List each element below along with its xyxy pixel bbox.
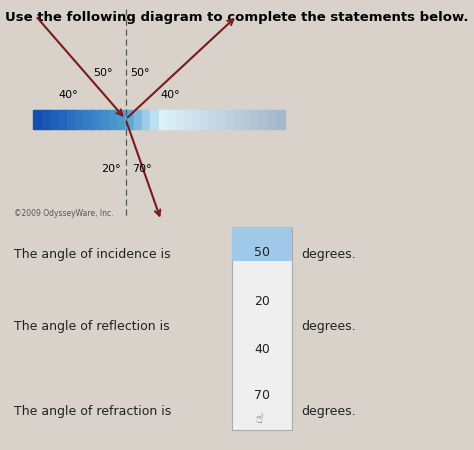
Bar [226,110,235,129]
Bar [150,110,160,129]
Text: The angle of reflection is: The angle of reflection is [14,320,170,333]
Bar [209,110,219,129]
Text: degrees.: degrees. [301,320,356,333]
Bar [100,110,109,129]
Text: degrees.: degrees. [301,405,356,418]
Bar [117,110,126,129]
Text: 70°: 70° [132,164,152,174]
Text: 40°: 40° [161,90,181,99]
Bar [259,110,269,129]
Bar [58,110,68,129]
Bar [142,110,151,129]
Bar [234,110,244,129]
Text: 50°: 50° [93,68,113,78]
Bar [192,110,201,129]
Bar [75,110,84,129]
Text: ©2009 OdysseyWare, Inc.: ©2009 OdysseyWare, Inc. [14,209,114,218]
Bar [175,110,185,129]
Text: 40: 40 [254,343,270,356]
Text: The angle of incidence is: The angle of incidence is [14,248,171,261]
Bar [232,227,292,430]
Bar [50,110,59,129]
Text: degrees.: degrees. [301,248,356,261]
Text: 50°: 50° [130,68,150,78]
Bar [42,110,51,129]
Bar [92,110,101,129]
Bar [251,110,260,129]
Text: 50: 50 [254,246,270,259]
Bar [218,110,227,129]
Bar [159,110,168,129]
Bar [184,110,193,129]
Text: 20: 20 [254,295,270,308]
Bar [109,110,118,129]
Text: 20°: 20° [101,164,121,174]
Text: 70: 70 [254,389,270,402]
Bar [201,110,210,129]
Bar [83,110,93,129]
Bar [232,227,292,261]
Bar [33,110,43,129]
Bar [276,110,285,129]
Bar [67,110,76,129]
Bar [268,110,277,129]
Text: 40°: 40° [59,90,79,99]
Bar [167,110,176,129]
Text: ☝: ☝ [254,412,263,427]
Text: Use the following diagram to complete the statements below.: Use the following diagram to complete th… [5,11,469,24]
Bar [243,110,252,129]
Bar [125,110,135,129]
Bar [134,110,143,129]
Text: The angle of refraction is: The angle of refraction is [14,405,172,418]
